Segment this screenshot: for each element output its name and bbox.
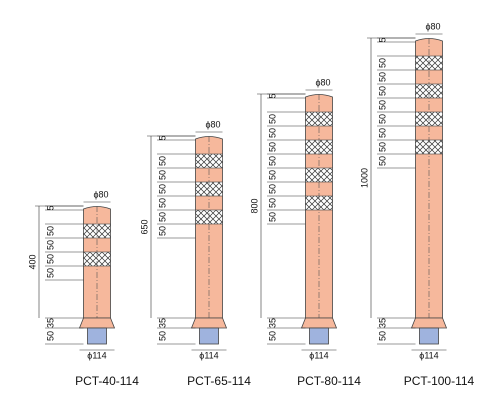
- dimension-label: 50: [267, 142, 277, 152]
- dimension-label: 35: [157, 318, 167, 328]
- dimension-label: 50: [377, 86, 387, 96]
- height-label: 650: [139, 219, 149, 234]
- base-diameter: ϕ114: [419, 350, 438, 360]
- dimension-label: 50: [267, 184, 277, 194]
- dimension-label: 50: [377, 100, 387, 110]
- model-name: PCT-100-114: [404, 374, 475, 388]
- base-flare: [190, 317, 228, 329]
- dimension-label: 35: [45, 318, 55, 328]
- dimension-label: 50: [267, 170, 277, 180]
- dimension-label: 50: [267, 114, 277, 124]
- base-foot: [87, 327, 107, 345]
- dimension-label: 5: [377, 37, 387, 42]
- dimension-label: 5: [45, 205, 55, 210]
- height-label: 800: [249, 198, 259, 213]
- dimension-label: 5: [267, 93, 277, 98]
- dimension-label: 50: [377, 331, 387, 341]
- dimension-label: 50: [267, 128, 277, 138]
- dimension-label: 50: [157, 212, 167, 222]
- top-diameter: ϕ80: [93, 189, 108, 199]
- dimension-label: 50: [45, 254, 55, 264]
- top-diameter: ϕ80: [315, 77, 330, 87]
- dimension-label: 50: [157, 170, 167, 180]
- base-diameter: ϕ114: [87, 350, 106, 360]
- dimension-label: 50: [157, 184, 167, 194]
- dimension-label: 50: [157, 156, 167, 166]
- dimension-label: 50: [377, 156, 387, 166]
- base-foot: [309, 327, 329, 345]
- dimension-label: 50: [377, 114, 387, 124]
- dimension-label: 50: [377, 128, 387, 138]
- dimension-label: 50: [267, 331, 277, 341]
- base-diameter: ϕ114: [199, 350, 218, 360]
- dimension-label: 50: [267, 198, 277, 208]
- top-diameter: ϕ80: [205, 119, 220, 129]
- dimension-label: 50: [45, 226, 55, 236]
- dimension-label: 50: [45, 240, 55, 250]
- dimension-label: 5: [157, 135, 167, 140]
- dimension-label: 50: [45, 268, 55, 278]
- dimension-label: 35: [267, 318, 277, 328]
- base-foot: [419, 327, 439, 345]
- dimension-label: 50: [377, 72, 387, 82]
- base-flare: [410, 317, 448, 329]
- model-name: PCT-40-114: [75, 374, 139, 388]
- base-flare: [78, 317, 116, 329]
- base-diameter: ϕ114: [309, 350, 328, 360]
- dimension-label: 50: [267, 212, 277, 222]
- height-label: 400: [27, 254, 37, 269]
- dimension-label: 50: [377, 142, 387, 152]
- dimension-label: 50: [157, 198, 167, 208]
- dimension-label: 35: [377, 318, 387, 328]
- dimension-label: 50: [157, 331, 167, 341]
- height-label: 1000: [359, 168, 369, 188]
- dimension-label: 50: [377, 58, 387, 68]
- top-diameter: ϕ80: [425, 21, 440, 31]
- dimension-label: 50: [267, 156, 277, 166]
- base-foot: [199, 327, 219, 345]
- base-flare: [300, 317, 338, 329]
- model-name: PCT-65-114: [187, 374, 251, 388]
- dimension-label: 50: [157, 226, 167, 236]
- dimension-label: 50: [45, 331, 55, 341]
- model-name: PCT-80-114: [297, 374, 361, 388]
